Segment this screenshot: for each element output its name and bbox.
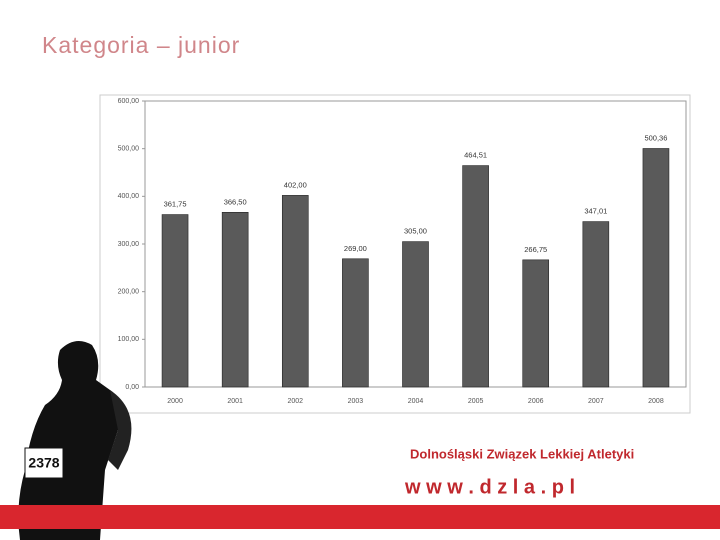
value-label: 269,00 [344, 244, 367, 253]
value-label: 347,01 [584, 207, 607, 216]
y-tick-label: 0,00 [125, 384, 139, 391]
bar [402, 241, 429, 388]
x-tick-label: 2005 [468, 398, 484, 405]
y-tick-label: 500,00 [118, 146, 140, 153]
y-tick-label: 300,00 [118, 241, 140, 248]
bar [161, 214, 189, 388]
x-tick-label: 2002 [287, 398, 303, 405]
bar [462, 165, 489, 388]
x-tick-label: 2006 [528, 398, 544, 405]
bar [522, 259, 550, 388]
x-tick-label: 2003 [348, 398, 364, 405]
organization: Dolnośląski Związek Lekkiej Atletyki [410, 446, 634, 461]
x-tick-label: 2007 [588, 398, 604, 405]
slide-title: Kategoria – junior [42, 32, 240, 58]
bar [281, 195, 309, 388]
value-label: 366,50 [224, 197, 247, 206]
bar [342, 258, 369, 388]
y-tick-label: 200,00 [118, 289, 140, 296]
x-tick-label: 2008 [648, 398, 664, 405]
value-label: 402,00 [284, 180, 307, 189]
bar [221, 212, 249, 388]
bar [582, 221, 610, 388]
value-label: 305,00 [404, 227, 427, 236]
value-label: 500,36 [644, 133, 667, 142]
value-label: 361,75 [164, 200, 187, 209]
website: w w w . d z l a . p l [404, 476, 575, 498]
runner-illustration: 2378 [18, 341, 132, 540]
footer-bar [0, 505, 720, 529]
value-label: 464,51 [464, 151, 487, 160]
bib [24, 447, 64, 479]
y-tick-label: 400,00 [118, 193, 140, 200]
bib-number: 2378 [28, 455, 59, 471]
x-tick-label: 2001 [227, 398, 243, 405]
bar [642, 148, 670, 388]
y-tick-label: 600,00 [118, 98, 140, 105]
y-tick-label: 100,00 [118, 336, 140, 343]
x-tick-label: 2004 [408, 398, 424, 405]
x-tick-label: 2000 [167, 398, 183, 405]
value-label: 266,75 [524, 245, 547, 254]
